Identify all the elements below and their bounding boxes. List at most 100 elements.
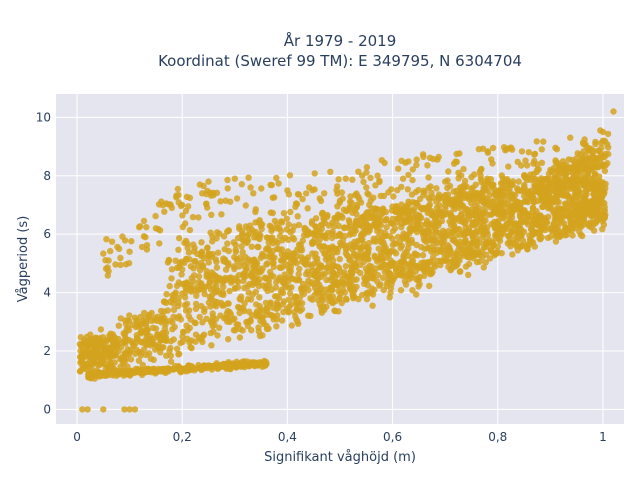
data-point [318,284,325,292]
data-point [326,255,333,262]
data-point [330,269,337,276]
data-point [377,228,385,235]
data-point [100,346,108,353]
data-point [182,237,190,245]
data-point [266,235,274,242]
data-point [456,150,463,157]
data-point [152,212,159,220]
data-point [93,334,100,342]
data-point [397,209,405,216]
data-point [445,196,453,203]
data-point [226,287,233,295]
data-point [195,273,203,280]
x-tick-label: 1 [599,430,607,444]
data-point [256,231,263,238]
data-point [201,308,208,315]
data-point [192,338,199,345]
data-point [267,272,275,279]
data-point [181,302,188,309]
data-point [203,271,210,278]
data-point [127,356,135,363]
data-point [489,144,497,152]
data-point [465,208,472,215]
data-point [388,207,396,214]
data-point [119,353,126,361]
data-point [111,342,118,350]
data-point [213,258,220,265]
data-point [190,248,198,255]
data-point [569,195,576,202]
y-tick-label: 0 [43,402,51,416]
data-point [500,201,508,209]
data-point [590,221,597,228]
data-point [385,248,392,255]
data-point [347,268,355,276]
data-point [596,173,603,180]
data-point [115,245,123,252]
data-point [569,224,576,231]
data-point [140,319,147,327]
data-point [342,295,350,302]
y-tick-labels: 0 2 4 6 8 10 [36,110,51,416]
data-point [581,136,588,143]
data-point [442,205,449,212]
data-point [400,254,407,262]
data-point [471,171,478,178]
data-point [273,323,280,330]
data-point [256,332,264,340]
data-point [222,197,229,204]
data-point [305,277,312,284]
data-point [277,227,285,235]
data-point [279,257,286,264]
data-point [91,359,99,366]
data-point [439,249,447,256]
data-point [288,301,295,308]
data-point [415,283,422,290]
data-point [462,219,469,226]
data-point [248,226,256,233]
data-point [546,195,553,202]
data-point [189,213,197,221]
data-point [230,239,237,246]
data-point [294,305,301,313]
data-point [353,276,360,283]
data-point [520,228,528,236]
data-point [81,336,88,344]
data-point [256,276,263,283]
data-point [204,244,211,251]
data-point [269,225,276,232]
data-point [169,326,176,333]
data-point [363,271,371,279]
data-point [122,336,130,344]
data-point [158,319,165,326]
data-point [214,249,222,256]
data-point [418,243,425,251]
data-point [462,191,469,198]
data-point [490,198,497,205]
data-point [125,260,133,267]
data-point [350,286,358,293]
data-point [369,302,376,309]
data-point [610,108,617,115]
data-point [280,210,288,217]
data-point [358,291,366,299]
data-point [192,319,199,327]
data-point [394,187,401,194]
data-point [380,239,387,246]
data-point [285,277,292,285]
data-point [186,339,193,346]
data-point [398,224,405,231]
data-point [422,231,429,238]
data-point [529,204,537,212]
data-point [381,159,388,167]
data-point [589,149,596,156]
data-point [242,202,249,209]
data-point [416,195,424,203]
data-point [476,168,484,176]
data-point [506,234,513,241]
data-point [601,207,608,214]
data-point [447,211,455,219]
data-point [199,338,206,346]
data-point [252,206,259,213]
data-point [196,181,204,188]
